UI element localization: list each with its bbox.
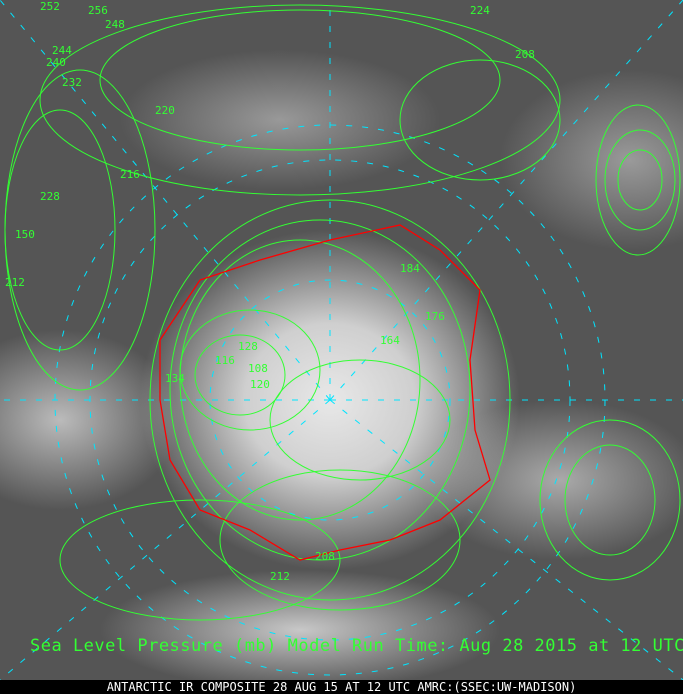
contour-label-group: 252 256 248 244 240 232 228 220 216 212 …: [5, 0, 535, 583]
pressure-contours: [4, 4, 681, 621]
contour-label: 224: [470, 4, 490, 17]
ir-satellite-imagery: [0, 0, 683, 680]
contour-label: 244: [52, 44, 72, 57]
antarctic-coastline: [159, 224, 491, 561]
map-overlay: 252 256 248 244 240 232 228 220 216 212 …: [0, 0, 683, 680]
lat-lon-grid: [0, 0, 683, 680]
contour-label: 164: [380, 334, 400, 347]
contour-label: 216: [120, 168, 140, 181]
contour-label: 116: [215, 354, 235, 367]
contour-label: 184: [400, 262, 420, 275]
image-footer: ANTARCTIC IR COMPOSITE 28 AUG 15 AT 12 U…: [0, 680, 683, 694]
contour-label: 252: [40, 0, 60, 13]
contour-label: 176: [425, 310, 445, 323]
contour-label: 208: [515, 48, 535, 61]
contour-label: 108: [248, 362, 268, 375]
contour-label: 212: [270, 570, 290, 583]
contour-label: 128: [238, 340, 258, 353]
contour-label: 220: [155, 104, 175, 117]
contour-label: 134: [165, 372, 185, 385]
contour-label: 256: [88, 4, 108, 17]
contour-label: 248: [105, 18, 125, 31]
contour-label: 208: [315, 550, 335, 563]
contour-label: 120: [250, 378, 270, 391]
model-run-caption: Sea Level Pressure (mb) Model Run Time: …: [30, 636, 683, 656]
contour-label: 212: [5, 276, 25, 289]
contour-label: 228: [40, 190, 60, 203]
contour-label: 240: [46, 56, 66, 69]
contour-label: 150: [15, 228, 35, 241]
contour-label: 232: [62, 76, 82, 89]
